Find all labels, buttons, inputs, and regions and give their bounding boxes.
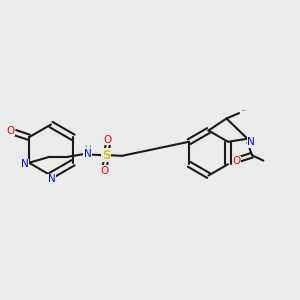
Text: N: N [247, 137, 255, 147]
Text: S: S [102, 149, 111, 162]
Text: O: O [6, 126, 14, 136]
Text: N: N [20, 159, 28, 169]
Text: O: O [101, 166, 109, 176]
Text: H: H [84, 145, 91, 154]
Text: O: O [232, 156, 241, 166]
Text: O: O [104, 135, 112, 145]
Text: methyl: methyl [242, 110, 247, 111]
Text: N: N [48, 174, 56, 184]
Text: N: N [83, 149, 91, 159]
